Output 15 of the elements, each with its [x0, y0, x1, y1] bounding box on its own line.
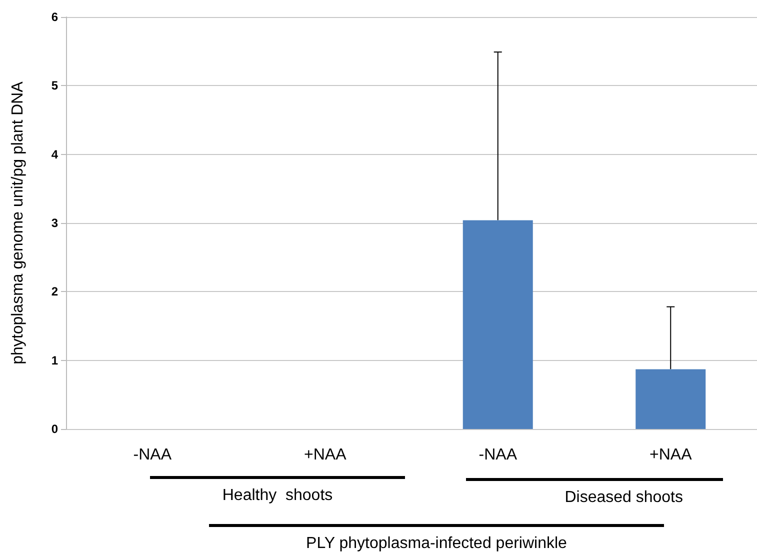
y-tick-label: 4 — [51, 147, 58, 162]
x-tick-label: +NAA — [650, 446, 692, 464]
y-tick-label: 5 — [51, 78, 58, 93]
text: Diseased shoots — [466, 478, 723, 507]
y-axis-title: phytoplasma genome unit/pg plant DNA — [10, 81, 26, 364]
x-tick-label: +NAA — [304, 446, 347, 464]
x-tick-label: -NAA — [478, 446, 518, 464]
y-tick-label: 6 — [51, 10, 58, 24]
x-tick-label: -NAA — [133, 446, 172, 464]
y-tick-label: 2 — [51, 284, 58, 299]
y-tick-label: 3 — [51, 216, 58, 230]
y-tick-label: 1 — [51, 353, 58, 368]
text: PLY phytoplasma-infected periwinkle — [209, 524, 664, 553]
y-tick-label: 0 — [51, 422, 58, 436]
text: Healthy shoots — [150, 476, 405, 505]
